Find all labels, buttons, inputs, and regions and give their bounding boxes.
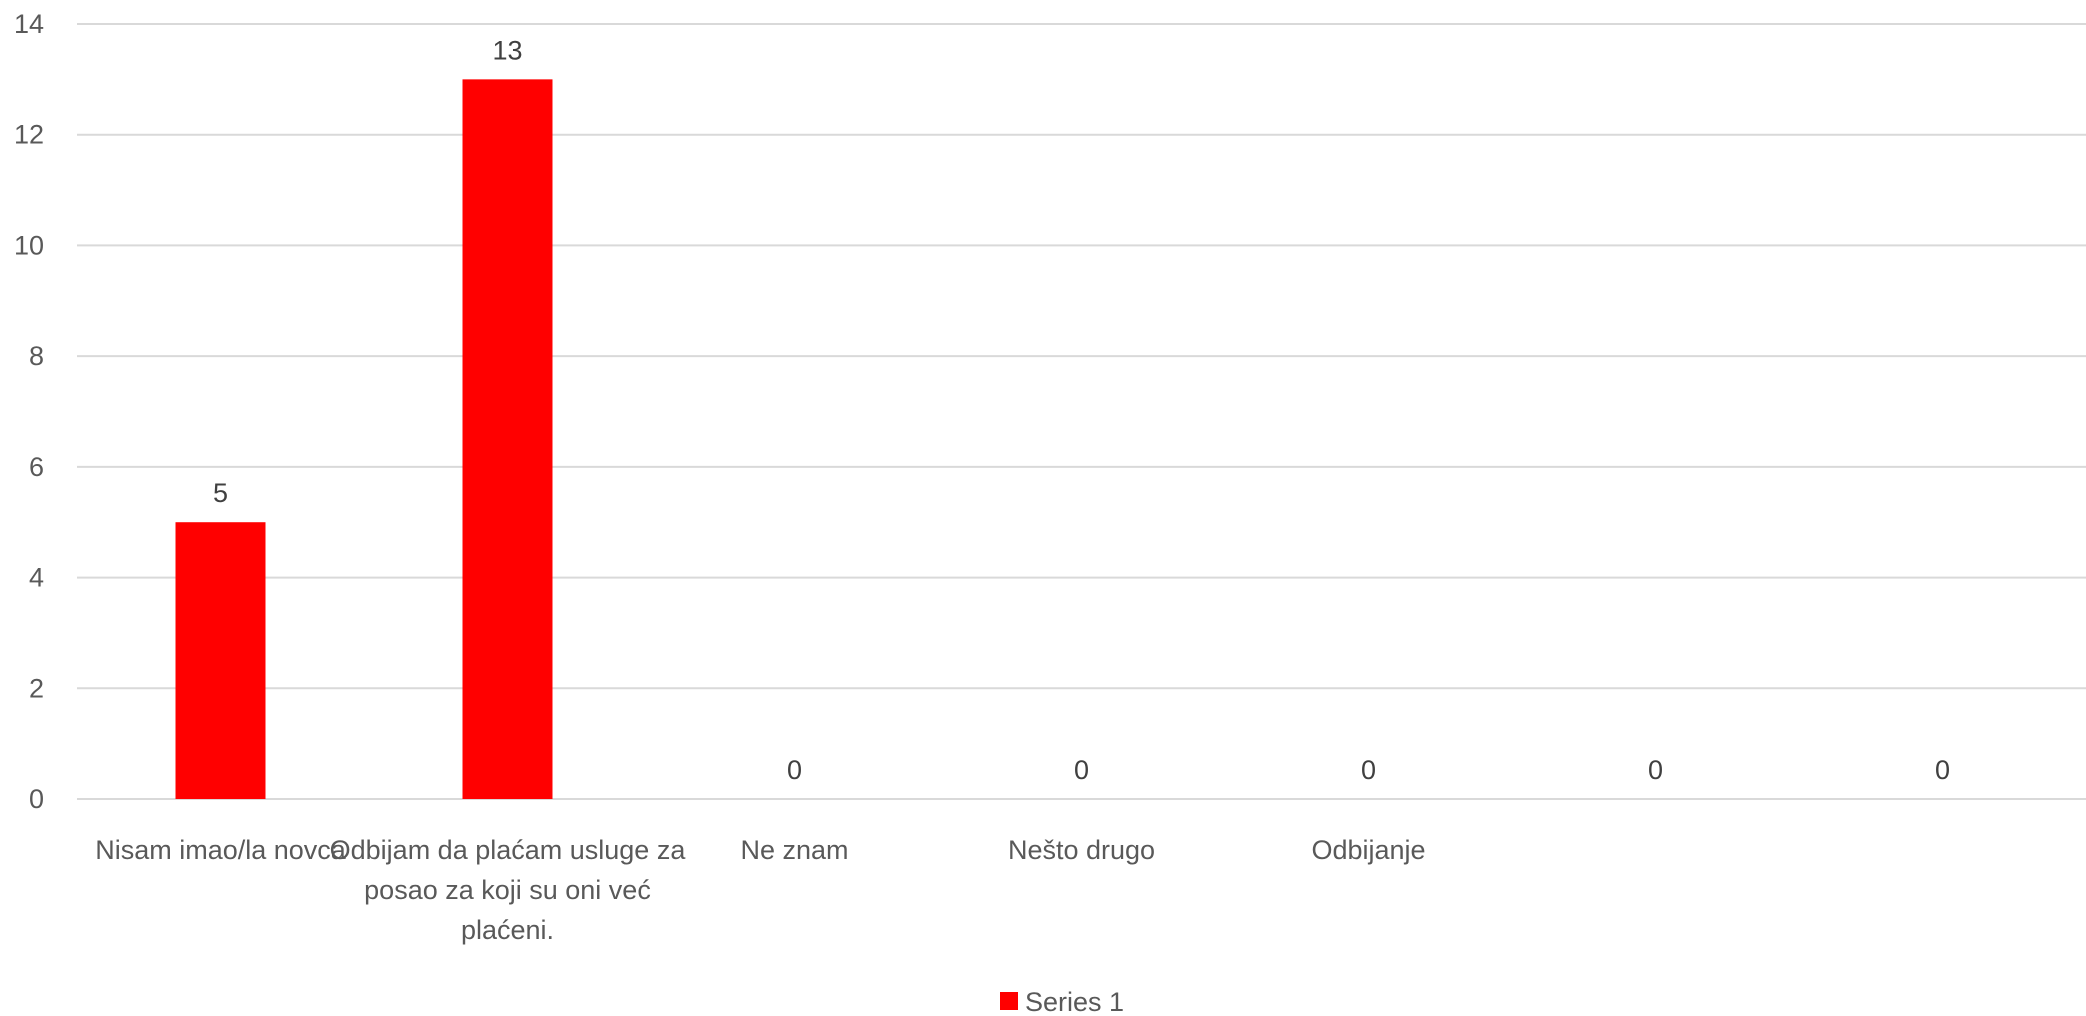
data-label: 0 [1074,755,1089,785]
y-tick-label: 8 [29,341,44,371]
y-tick-label: 12 [14,120,44,150]
data-labels: 5 13 0 0 0 0 0 [213,35,1950,785]
data-label: 5 [213,478,228,508]
bars [175,79,553,800]
legend-label: Series 1 [1025,987,1124,1016]
legend-swatch [1000,992,1018,1010]
data-label: 0 [1935,755,1950,785]
data-label: 0 [787,755,802,785]
x-category-label: Odbijam da plaćam usluge za posao za koji… [330,835,687,945]
data-label: 13 [492,35,522,65]
y-tick-label: 10 [14,230,44,260]
x-category-label: Nešto drugo [1008,835,1155,865]
y-tick-label: 0 [29,784,44,814]
data-label: 0 [1648,755,1663,785]
bar [462,79,553,800]
bar [175,522,266,799]
gridlines [77,23,2086,800]
y-tick-label: 4 [29,563,44,593]
x-category-label: Nisam imao/la novca [95,835,347,865]
x-category-label: Ne znam [740,835,848,865]
legend: Series 1 [1000,987,1124,1016]
y-axis-tick-labels: 0 2 4 6 8 10 12 14 [14,9,44,814]
data-label: 0 [1361,755,1376,785]
y-tick-label: 2 [29,673,44,703]
x-category-label: Odbijanje [1311,835,1425,865]
y-tick-label: 14 [14,9,44,39]
y-tick-label: 6 [29,452,44,482]
